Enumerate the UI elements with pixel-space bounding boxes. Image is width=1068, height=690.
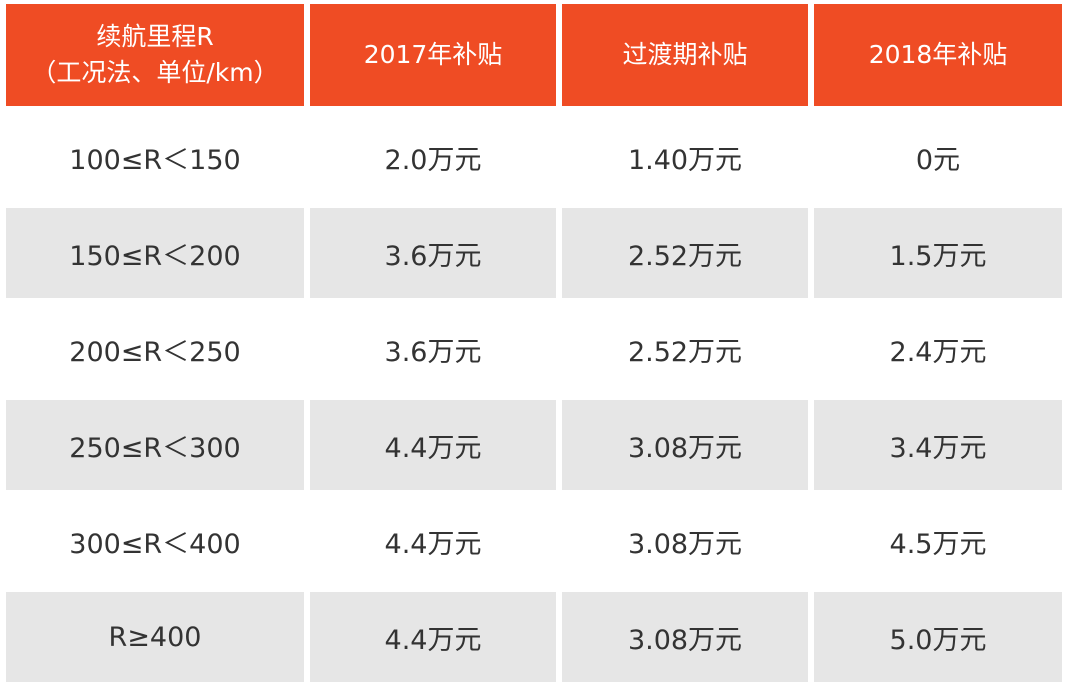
table-cell: 2.0万元: [310, 112, 556, 202]
cell-text: 3.08万元: [627, 624, 743, 656]
header-text: 过渡期补贴: [622, 40, 748, 69]
cell-text: R≥400: [108, 621, 202, 653]
table-cell: 3.6万元: [310, 208, 556, 298]
table-cell: 250≤R＜300: [6, 400, 304, 490]
header-cell: 过渡期补贴: [562, 4, 808, 106]
table-cell: 3.4万元: [814, 400, 1062, 490]
header-cell: 续航里程R （工况法、单位/km）: [6, 4, 304, 106]
cell-text: 2.4万元: [889, 336, 987, 368]
cell-text: 150≤R＜200: [69, 240, 241, 272]
table-cell: 3.08万元: [562, 496, 808, 586]
cell-text: 3.6万元: [384, 336, 482, 368]
cell-text: 2.52万元: [627, 336, 743, 368]
cell-text: 4.5万元: [889, 528, 987, 560]
header-text: 2017年补贴: [363, 40, 503, 69]
table-cell: 4.5万元: [814, 496, 1062, 586]
cell-text: 250≤R＜300: [69, 432, 241, 464]
table-cell: 3.6万元: [310, 304, 556, 394]
cell-text: 2.52万元: [627, 240, 743, 272]
table-cell: 3.08万元: [562, 400, 808, 490]
header-text: 2018年补贴: [868, 40, 1008, 69]
cell-text: 4.4万元: [384, 432, 482, 464]
table-cell: 1.5万元: [814, 208, 1062, 298]
cell-text: 5.0万元: [889, 624, 987, 656]
header-cell: 2017年补贴: [310, 4, 556, 106]
cell-text: 0元: [915, 144, 961, 176]
table-cell: 5.0万元: [814, 592, 1062, 682]
cell-text: 200≤R＜250: [69, 336, 241, 368]
table-cell: 200≤R＜250: [6, 304, 304, 394]
table-cell: 4.4万元: [310, 496, 556, 586]
table-cell: 4.4万元: [310, 592, 556, 682]
table-cell: R≥400: [6, 592, 304, 682]
table-cell: 0元: [814, 112, 1062, 202]
cell-text: 1.40万元: [627, 144, 743, 176]
cell-text: 3.08万元: [627, 432, 743, 464]
table-cell: 300≤R＜400: [6, 496, 304, 586]
cell-text: 3.4万元: [889, 432, 987, 464]
table-cell: 2.52万元: [562, 208, 808, 298]
table-cell: 150≤R＜200: [6, 208, 304, 298]
cell-text: 4.4万元: [384, 528, 482, 560]
table-cell: 1.40万元: [562, 112, 808, 202]
cell-text: 2.0万元: [384, 144, 482, 176]
table-cell: 4.4万元: [310, 400, 556, 490]
table-cell: 100≤R＜150: [6, 112, 304, 202]
cell-text: 4.4万元: [384, 624, 482, 656]
header-text: 续航里程R: [96, 22, 214, 51]
table-cell: 2.52万元: [562, 304, 808, 394]
cell-text: 1.5万元: [889, 240, 987, 272]
table-cell: 2.4万元: [814, 304, 1062, 394]
cell-text: 100≤R＜150: [69, 144, 241, 176]
header-text: （工况法、单位/km）: [31, 58, 279, 87]
cell-text: 3.6万元: [384, 240, 482, 272]
cell-text: 3.08万元: [627, 528, 743, 560]
header-cell: 2018年补贴: [814, 4, 1062, 106]
table-cell: 3.08万元: [562, 592, 808, 682]
cell-text: 300≤R＜400: [69, 528, 241, 560]
